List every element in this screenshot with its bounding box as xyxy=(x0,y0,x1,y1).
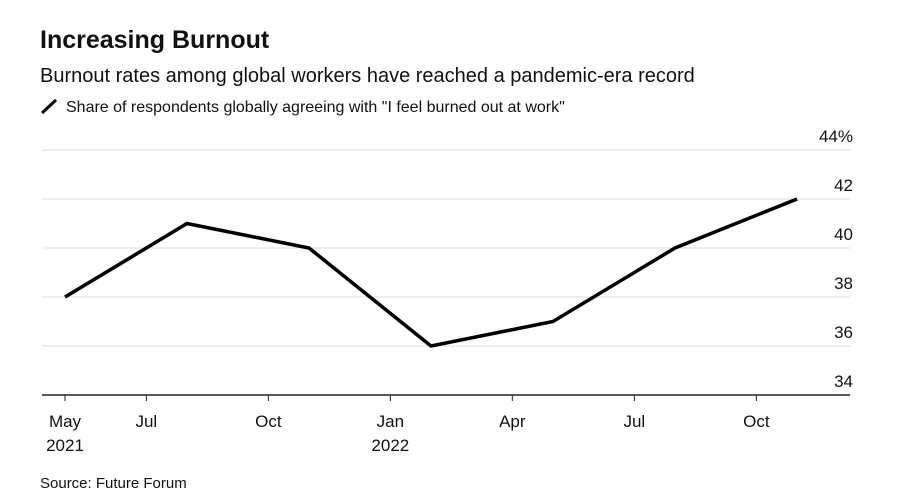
y-tick-label: 38 xyxy=(834,274,853,293)
y-tick-label: 36 xyxy=(834,323,853,342)
line-series xyxy=(64,197,798,348)
x-tick-label: Jan xyxy=(377,412,404,431)
y-tick-label: 40 xyxy=(834,225,853,244)
x-tick-label: Oct xyxy=(255,412,282,431)
chart-subtitle: Burnout rates among global workers have … xyxy=(40,65,695,87)
source: Source: Future Forum xyxy=(40,475,187,492)
chart-title: Increasing Burnout xyxy=(40,26,270,54)
y-tick-label: 42 xyxy=(834,176,853,195)
y-tick-label: 44% xyxy=(819,127,853,146)
legend-label: Share of respondents globally agreeing w… xyxy=(66,99,565,116)
x-tick-label: Oct xyxy=(743,412,770,431)
x-tick-year: 2021 xyxy=(46,436,84,455)
x-tick-label: Jul xyxy=(135,412,157,431)
x-tick-label: Apr xyxy=(499,412,526,431)
y-tick-label: 34 xyxy=(834,372,853,391)
x-tick-label: May xyxy=(49,412,82,431)
legend-swatch xyxy=(40,98,58,115)
x-tick-label: Jul xyxy=(623,412,645,431)
x-tick-year: 2022 xyxy=(371,436,409,455)
